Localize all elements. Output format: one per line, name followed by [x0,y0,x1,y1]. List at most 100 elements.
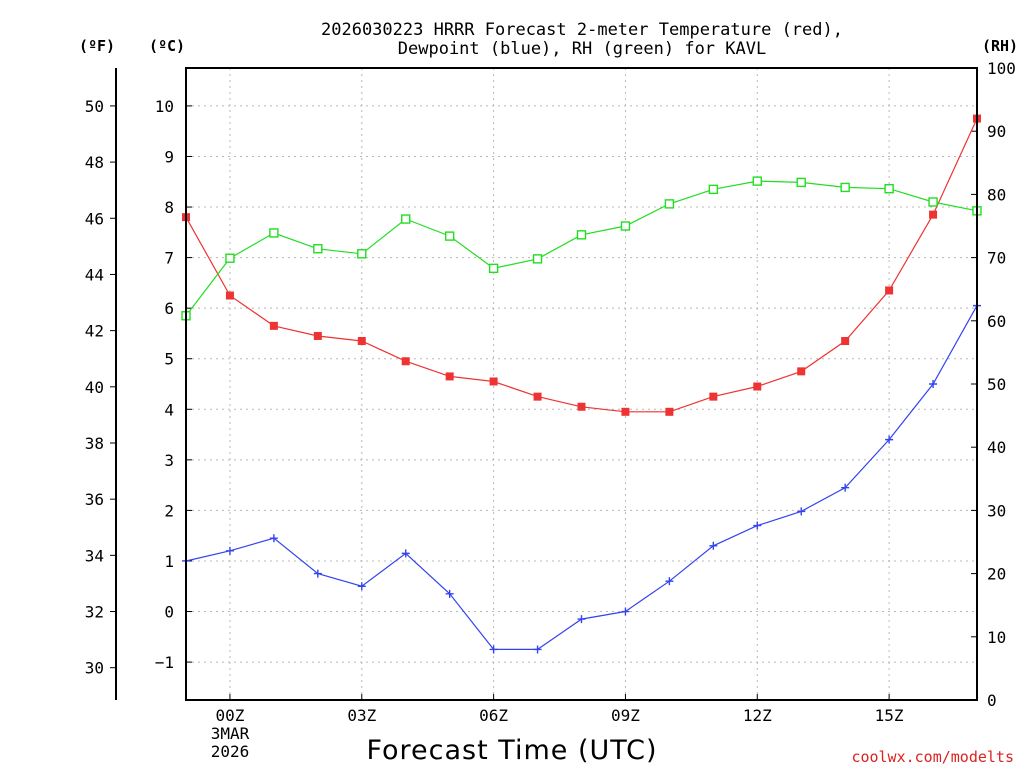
rh-line [185,180,978,317]
rh-point [840,182,850,193]
dewpoint-line [185,305,978,651]
dewpoint-point [753,521,762,530]
rh-point [532,254,543,264]
x-tick-label: 03Z [347,706,376,725]
rh-tick-label: 0 [987,691,997,710]
rh-point [708,184,719,195]
fahrenheit-tick-label: 30 [85,659,104,678]
data-series [181,114,982,654]
temperature-point [841,337,850,346]
celsius-tick-label: 4 [164,400,174,419]
celsius-tick-label: 9 [164,147,174,166]
dewpoint-point [621,607,630,616]
celsius-tick-label: 7 [164,249,174,268]
rh-series [181,176,982,321]
dewpoint-point [533,645,542,654]
dewpoint-point [357,582,366,591]
rh-point [620,221,631,231]
rh-point [884,184,894,194]
rh-tick-label: 40 [987,438,1006,457]
credit-link[interactable]: coolwx.com/modelts [851,748,1014,766]
fahrenheit-tick-label: 42 [85,322,104,341]
rh-tick-label: 80 [987,185,1006,204]
celsius-tick-label: 3 [164,451,174,470]
date-label-year: 2026 [211,742,250,761]
dewpoint-point [885,435,894,444]
rh-point [225,253,235,263]
rh-point [444,231,455,241]
temperature-point [885,286,894,295]
axis-ticks: 109876543210−150484644424038363432301009… [85,59,1016,725]
fahrenheit-tick-label: 50 [85,97,104,116]
temperature-point [313,331,322,340]
rh-point [357,249,367,259]
fahrenheit-tick-label: 48 [85,153,104,172]
dewpoint-point [269,534,278,543]
rh-tick-label: 70 [987,249,1006,268]
x-tick-label: 15Z [875,706,904,725]
rh-tick-label: 30 [987,501,1006,520]
celsius-tick-label: 10 [155,97,174,116]
dewpoint-point [225,546,234,555]
temperature-point [269,321,278,330]
x-tick-label: 06Z [479,706,508,725]
chart-title-line-2: Dewpoint (blue), RH (green) for KAVL [398,39,766,59]
celsius-tick-label: 1 [164,552,174,571]
date-label-month: 3MAR [211,724,250,743]
rh-point [752,176,762,186]
dewpoint-point [665,577,674,586]
temperature-point [621,407,630,416]
dewpoint-series [182,301,981,654]
rh-tick-label: 90 [987,122,1006,141]
celsius-tick-label: 5 [164,350,174,369]
celsius-axis-label: (ºC) [149,37,185,55]
temperature-series [182,114,981,416]
rh-point [576,230,587,240]
temperature-point [357,337,366,346]
fahrenheit-tick-label: 36 [85,490,104,509]
grid-lines [186,68,977,700]
temperature-point [753,382,762,391]
celsius-tick-label: 2 [164,501,174,520]
rh-point [401,214,411,224]
fahrenheit-tick-label: 34 [85,546,104,565]
dewpoint-point [841,483,850,492]
fahrenheit-axis-label: (ºF) [79,37,115,55]
rh-point [488,263,499,274]
dewpoint-point [577,615,586,624]
rh-tick-label: 20 [987,565,1006,584]
x-tick-label: 12Z [743,706,772,725]
rh-tick-label: 50 [987,375,1006,394]
rh-point [269,228,279,238]
celsius-tick-label: −1 [155,653,174,672]
x-axis-title: Forecast Time (UTC) [366,735,657,766]
dewpoint-point [797,507,806,516]
fahrenheit-tick-label: 40 [85,378,104,397]
dewpoint-point [401,549,410,558]
chart-title-line-1: 2026030223 HRRR Forecast 2-meter Tempera… [321,20,843,40]
plot-frame [185,67,978,701]
celsius-tick-label: 8 [164,198,174,217]
temperature-point [709,392,718,401]
fahrenheit-tick-label: 46 [85,209,104,228]
rh-tick-label: 60 [987,312,1006,331]
dewpoint-point [313,569,322,578]
temperature-point [445,372,454,381]
fahrenheit-tick-label: 38 [85,434,104,453]
celsius-tick-label: 0 [164,603,174,622]
rh-point [664,199,675,209]
x-tick-label: 09Z [611,706,640,725]
fahrenheit-tick-label: 44 [85,265,104,284]
dewpoint-point [489,645,498,654]
rh-axis-label: (RH) [982,37,1018,55]
temperature-point [401,357,410,366]
rh-point [796,177,806,188]
dewpoint-point [709,541,718,550]
rh-point [928,197,938,207]
temperature-point [577,402,586,411]
temperature-point [489,377,498,386]
rh-point [313,244,323,254]
celsius-tick-label: 6 [164,299,174,318]
dewpoint-point [929,380,938,388]
